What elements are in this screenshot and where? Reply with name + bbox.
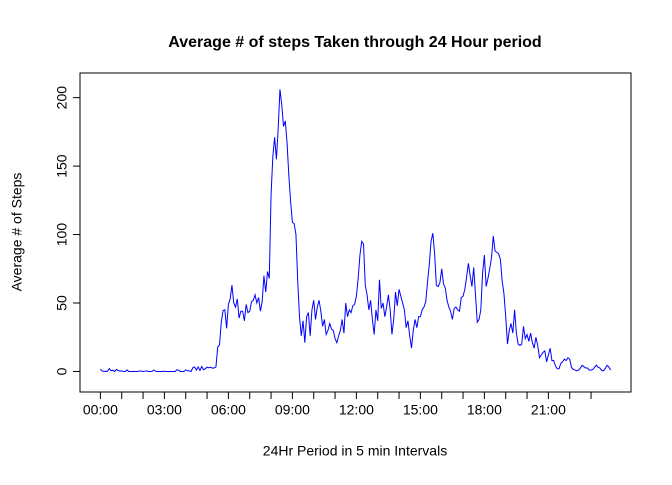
x-tick-label: 09:00 (275, 402, 310, 418)
x-tick-label: 00:00 (83, 402, 118, 418)
x-axis-label: 24Hr Period in 5 min Intervals (263, 443, 447, 459)
x-tick-label: 21:00 (531, 402, 566, 418)
y-tick-label: 50 (54, 295, 70, 311)
y-tick-label: 150 (54, 154, 70, 178)
x-tick-label: 12:00 (339, 402, 374, 418)
plot-box (79, 72, 632, 393)
y-tick-label: 0 (54, 367, 70, 375)
chart-title: Average # of steps Taken through 24 Hour… (168, 34, 541, 51)
data-line (100, 89, 612, 373)
x-tick-label: 03:00 (147, 402, 182, 418)
y-tick-label: 100 (54, 223, 70, 247)
y-tick-label: 200 (54, 86, 70, 110)
x-tick-label: 15:00 (403, 402, 438, 418)
x-tick-label: 18:00 (467, 402, 502, 418)
y-axis-label: Average # of Steps (9, 173, 25, 292)
x-tick-label: 06:00 (211, 402, 246, 418)
